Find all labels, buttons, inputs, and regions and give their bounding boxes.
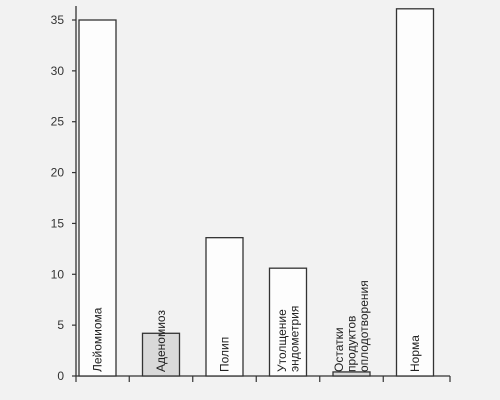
y-tick-label: 30 [51, 64, 65, 78]
bar-label-line: Аденомиоз [154, 310, 168, 372]
bar [332, 371, 371, 377]
bar-label: Остаткипродуктовоплодотворения [332, 280, 371, 372]
axes: 0 5 10 15 20 25 30 35 [51, 6, 451, 383]
bar-label: Норма [408, 335, 422, 372]
bar-label: Утолщениеэндометрия [275, 306, 302, 372]
bar-label-line: эндометрия [287, 306, 301, 372]
bar [268, 267, 308, 377]
bar [395, 8, 435, 377]
y-tick-label: 0 [57, 369, 64, 383]
y-tick-label: 20 [51, 166, 65, 180]
bar [205, 237, 244, 377]
y-tick-label: 15 [51, 216, 65, 230]
bar [141, 332, 181, 377]
bar-label: Лейомиома [91, 307, 105, 372]
bar-label-line: Остатки [332, 327, 346, 372]
bar-label: Полип [218, 337, 232, 372]
y-tick-label: 25 [51, 115, 65, 129]
bar-label-line: оплодотворения [357, 280, 371, 372]
bar-labels: Лейомиома Аденомиоз Полип Утолщениеэндометр… [91, 280, 423, 372]
bar [78, 19, 117, 377]
bar-label-line: Норма [408, 335, 422, 372]
bar-label: Аденомиоз [154, 310, 168, 372]
bar-label-line: продуктов [345, 316, 359, 372]
bar-label-line: Утолщение [275, 309, 289, 372]
bar-label-line: Полип [218, 337, 232, 372]
y-tick-label: 5 [57, 318, 64, 332]
y-tick-label: 10 [51, 267, 65, 281]
bar-label-line: Лейомиома [91, 307, 105, 372]
y-tick-label: 35 [51, 13, 65, 27]
bars [78, 8, 435, 377]
